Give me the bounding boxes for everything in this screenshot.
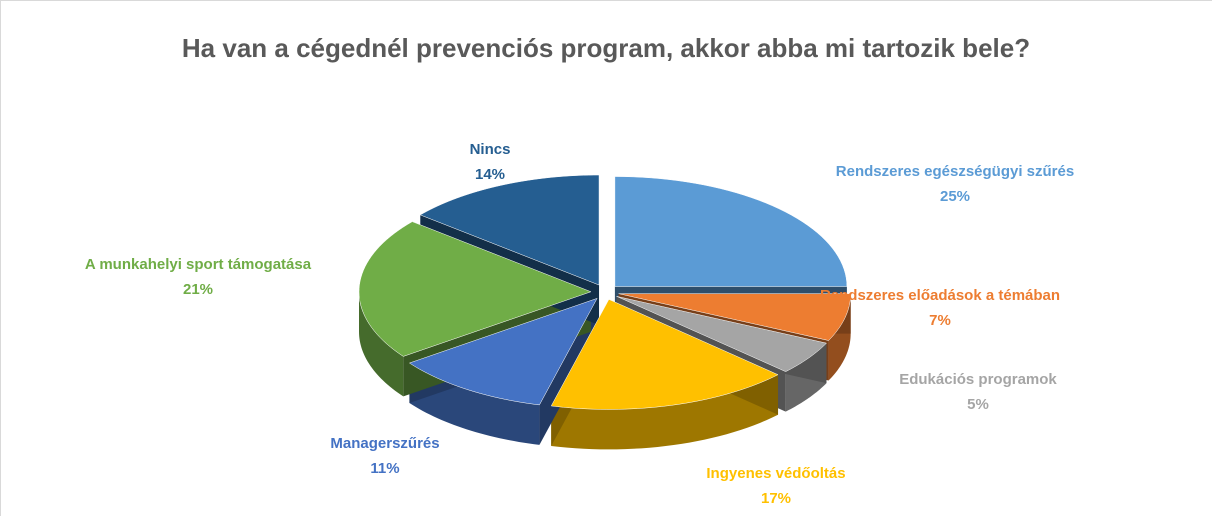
slice-side (359, 291, 404, 397)
data-label-name: Rendszeres előadások a témában (820, 287, 1060, 304)
slice (408, 297, 598, 406)
data-label-name: Rendszeres egészségügyi szűrés (836, 163, 1074, 180)
data-label-name: Ingyenes védőoltás (706, 465, 845, 482)
data-label-value: 25% (940, 188, 970, 205)
data-label-value: 5% (967, 396, 989, 413)
slice (616, 296, 827, 372)
chart-title: Ha van a cégednél prevenciós program, ak… (182, 33, 1030, 63)
data-label-name: Nincs (470, 141, 511, 158)
data-label-value: 17% (761, 490, 791, 507)
slice (618, 293, 851, 341)
slice (419, 174, 600, 286)
data-label-name: A munkahelyi sport támogatása (85, 256, 312, 273)
slice (614, 176, 848, 287)
slice-side (828, 293, 851, 381)
data-label-value: 21% (183, 281, 213, 298)
data-label-name: Edukációs programok (899, 371, 1057, 388)
slice-side (551, 374, 779, 450)
slice (358, 221, 592, 357)
slice (550, 299, 779, 410)
data-label-name: Managerszűrés (330, 435, 439, 452)
data-label-value: 11% (370, 460, 399, 477)
data-label-value: 7% (929, 312, 951, 329)
data-label-value: 14% (475, 166, 505, 183)
